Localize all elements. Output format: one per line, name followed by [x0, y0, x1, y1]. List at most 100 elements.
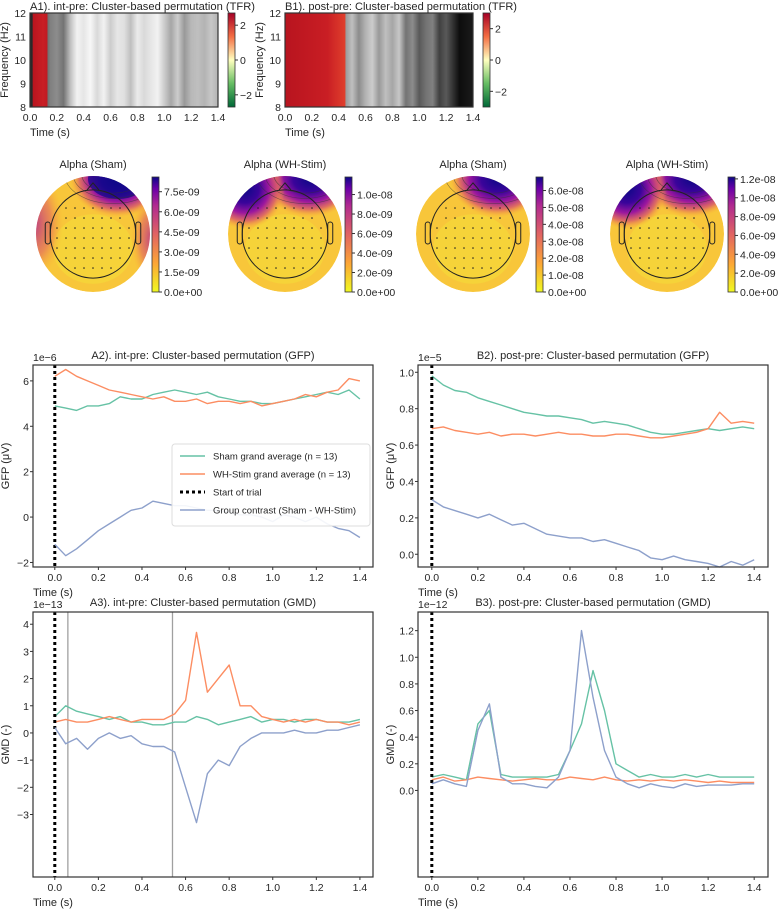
- electrode-dot: [666, 247, 668, 249]
- topomap-center: [627, 214, 707, 284]
- nose-icon: [278, 182, 292, 191]
- electrode-dot: [110, 237, 112, 239]
- axes-frame: [32, 611, 374, 878]
- electrode-dot: [92, 267, 94, 269]
- x-tick-label: 0.8: [385, 112, 400, 124]
- x-tick-label: 1.0: [655, 572, 670, 584]
- electrode-dot: [463, 247, 465, 249]
- electrode-dot: [675, 267, 677, 269]
- axes-frame: [284, 12, 474, 108]
- colorbar-tick-label: 6.0e-09: [164, 207, 200, 219]
- left-ear-icon: [44, 221, 51, 245]
- y-tick-label: 12: [269, 8, 281, 20]
- electrode-dot: [110, 267, 112, 269]
- electrode-dot: [101, 227, 103, 229]
- x-axis-label: Time (s): [33, 897, 73, 909]
- x-tick-label: 0.4: [517, 572, 532, 584]
- electrode-dot: [110, 207, 112, 209]
- electrode-dot: [83, 247, 85, 249]
- nose-icon: [660, 182, 674, 191]
- electrode-dot: [639, 217, 641, 219]
- electrode-dot: [693, 237, 695, 239]
- contour-line: [444, 176, 530, 204]
- right-ear-icon: [515, 221, 522, 245]
- y-axis-exponent: 1e−5: [418, 352, 442, 364]
- y-tick-label: 0.8: [399, 404, 414, 416]
- panel-title: A1). int-pre: Cluster-based permutation …: [30, 1, 255, 13]
- electrode-dot: [110, 257, 112, 259]
- y-tick-label: 0.4: [399, 732, 414, 744]
- electrode-dot: [110, 227, 112, 229]
- y-tick-label: 1: [23, 701, 29, 713]
- electrode-dot: [119, 217, 121, 219]
- electrode-dot: [472, 207, 474, 209]
- colorbar-tick-label: 1.0e-08: [740, 193, 776, 205]
- topomap-center: [245, 214, 325, 284]
- electrode-dot: [436, 247, 438, 249]
- y-tick-label: 0: [23, 512, 29, 524]
- contour-line: [264, 176, 342, 199]
- electrode-dot: [311, 257, 313, 259]
- electrode-dot: [508, 247, 510, 249]
- colorbar-tick-label: 1.0e-08: [357, 190, 393, 202]
- topomap-2: Alpha (WH-Stim) 1.0e-08 8.0e-09 6.0e-09 4.0e…: [228, 159, 395, 299]
- electrode-dot: [74, 247, 76, 249]
- electrode-dot: [657, 247, 659, 249]
- electrode-dot: [65, 217, 67, 219]
- electrode-dot: [275, 217, 277, 219]
- electrode-dot: [257, 227, 259, 229]
- electrode-dot: [119, 227, 121, 229]
- electrode-dot: [445, 207, 447, 209]
- x-tick-label: 1.0: [265, 572, 280, 584]
- electrode-dot: [266, 217, 268, 219]
- electrode-dot: [702, 227, 704, 229]
- electrode-dot: [65, 207, 67, 209]
- colorbar-tick-label: 0: [495, 55, 501, 67]
- electrode-dot: [56, 237, 58, 239]
- colorbar-tick-label: 7.5e-09: [164, 187, 200, 199]
- electrode-dot: [284, 227, 286, 229]
- legend-label: Sham grand average (n = 13): [213, 452, 337, 463]
- electrode-dot: [648, 237, 650, 239]
- tfr-panel-B1: B1). post-pre: Cluster-based permutation…: [254, 1, 517, 139]
- y-tick-label: 6: [23, 376, 29, 388]
- electrode-dot: [275, 257, 277, 259]
- legend-label: Group contrast (Sham - WH-Stim): [213, 506, 356, 517]
- legend-label: Start of trial: [213, 488, 262, 499]
- y-tick-label: 0.4: [399, 476, 414, 488]
- electrode-dot: [302, 207, 304, 209]
- electrode-dot: [83, 237, 85, 239]
- contour-line: [655, 176, 719, 194]
- y-tick-label: −3: [17, 809, 29, 821]
- x-tick-label: 0.0: [425, 572, 440, 584]
- x-tick-label: 0.4: [76, 112, 91, 124]
- x-tick-label: 0.4: [331, 112, 346, 124]
- electrode-dot: [101, 237, 103, 239]
- series-line-wh_stim: [431, 776, 755, 784]
- electrode-dot: [490, 207, 492, 209]
- y-tick-label: 3: [23, 646, 29, 658]
- electrode-dot: [648, 227, 650, 229]
- topomap-title: Alpha (Sham): [439, 159, 506, 171]
- electrode-dot: [275, 237, 277, 239]
- electrode-dot: [92, 227, 94, 229]
- electrode-dot: [454, 207, 456, 209]
- contour-line: [452, 176, 530, 199]
- y-tick-label: 0.2: [399, 513, 414, 525]
- electrode-dot: [472, 247, 474, 249]
- topomap-center: [433, 214, 513, 284]
- electrode-dot: [275, 247, 277, 249]
- panel-title: A3). int-pre: Cluster-based permutation …: [90, 597, 316, 609]
- x-tick-label: 0.2: [305, 112, 320, 124]
- electrode-dot: [684, 217, 686, 219]
- electrode-dot: [666, 267, 668, 269]
- electrode-dot: [481, 267, 483, 269]
- electrode-dot: [284, 207, 286, 209]
- electrode-dot: [119, 207, 121, 209]
- series-line-sham: [54, 389, 361, 412]
- x-tick-label: 1.2: [701, 572, 716, 584]
- x-tick-label: 1.2: [184, 112, 199, 124]
- colorbar-tick-label: 3.0e-09: [164, 247, 200, 259]
- electrode-dot: [119, 257, 121, 259]
- axes-frame: [417, 611, 769, 878]
